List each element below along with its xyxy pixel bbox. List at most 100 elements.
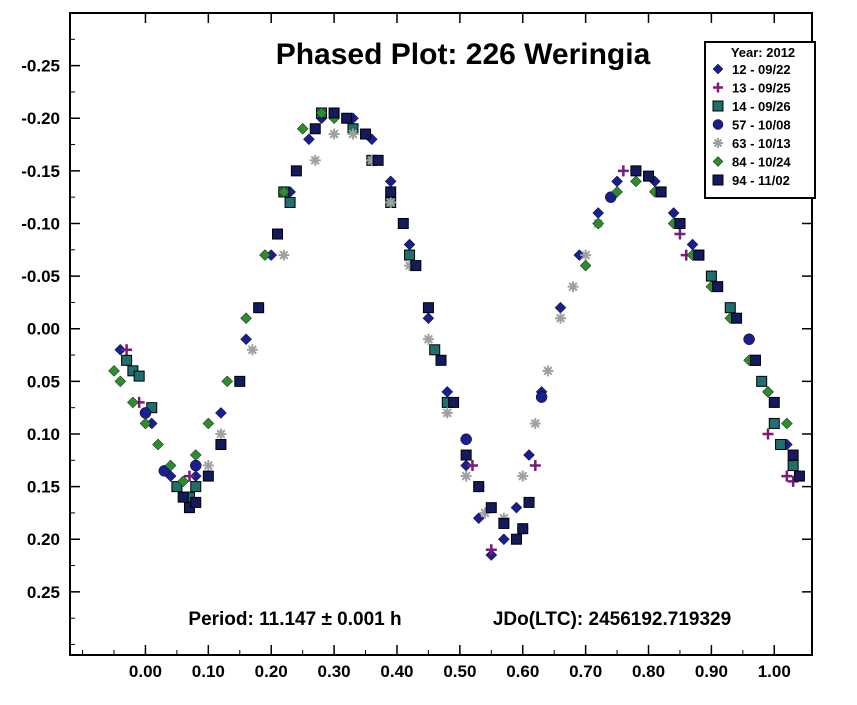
data-point <box>775 439 787 451</box>
data-point <box>674 217 686 229</box>
data-point <box>234 375 246 387</box>
data-point <box>579 259 592 272</box>
legend-marker <box>712 156 724 167</box>
data-point <box>529 460 541 472</box>
y-tick-label: 0.20 <box>27 530 60 549</box>
series-12-09-22 <box>114 107 793 561</box>
data-point <box>473 481 485 493</box>
legend: Year: 2012 12 - 09/22 13 - 09/25 14 - 09/2… <box>704 41 816 199</box>
data-point <box>787 460 799 472</box>
legend-marker <box>713 82 723 93</box>
data-point <box>617 165 629 177</box>
data-point <box>510 533 522 545</box>
x-tick-label: 0.30 <box>318 662 351 681</box>
data-point <box>189 449 202 461</box>
data-point <box>630 165 642 177</box>
data-point <box>404 260 416 272</box>
series-57-10-08 <box>139 191 755 477</box>
data-point <box>278 249 290 261</box>
data-point <box>158 465 171 477</box>
data-point <box>240 333 252 346</box>
data-point <box>347 128 359 140</box>
y-tick-label: -0.20 <box>21 109 60 128</box>
x-tick-label: 0.70 <box>569 662 602 681</box>
y-tick-label: -0.25 <box>21 57 60 76</box>
data-point <box>768 396 780 408</box>
legend-marker <box>712 119 724 130</box>
data-point <box>643 170 655 182</box>
legend-marker <box>712 100 724 112</box>
data-point <box>554 312 566 324</box>
data-point <box>611 175 623 188</box>
data-point <box>121 344 133 356</box>
data-point <box>712 281 724 293</box>
data-point <box>240 312 252 325</box>
legend-title: Year: 2012 <box>731 45 795 60</box>
plot-frame <box>69 12 813 656</box>
legend-marker <box>712 174 724 186</box>
data-point <box>517 470 529 482</box>
data-point <box>277 186 290 198</box>
data-point <box>309 123 321 135</box>
data-point <box>441 386 454 398</box>
data-point <box>460 449 472 461</box>
data-point <box>177 475 190 488</box>
data-point <box>605 191 617 203</box>
data-point <box>441 407 453 419</box>
data-point <box>183 470 195 482</box>
data-point <box>341 112 353 124</box>
data-point <box>315 107 328 119</box>
data-point <box>385 186 397 198</box>
data-point <box>693 249 705 261</box>
y-tick-label: 0.05 <box>27 372 60 391</box>
data-point <box>674 228 686 240</box>
y-tick-label: 0.25 <box>27 583 60 602</box>
data-point <box>272 228 284 240</box>
legend-label: 94 - 11/02 <box>732 173 790 188</box>
data-point <box>542 365 554 377</box>
data-point <box>385 196 397 208</box>
legend-entry: 94 - 11/02 <box>712 173 790 188</box>
data-point <box>517 523 529 535</box>
data-point <box>121 354 133 366</box>
data-point <box>768 417 780 429</box>
data-point <box>554 301 567 314</box>
data-point <box>485 502 497 514</box>
data-point <box>479 507 491 519</box>
legend-label: 57 - 10/08 <box>732 118 791 133</box>
data-point <box>177 491 189 503</box>
data-point <box>215 407 227 419</box>
y-tick-label: -0.10 <box>21 214 60 233</box>
legend-entry: 14 - 09/26 <box>712 99 791 114</box>
data-point <box>655 186 667 198</box>
data-point <box>114 375 127 388</box>
data-point <box>164 459 177 472</box>
data-point <box>743 333 755 346</box>
data-point <box>523 496 535 508</box>
data-point <box>171 481 183 493</box>
x-tick-label: 0.50 <box>443 662 476 681</box>
y-tick-label: 0.00 <box>27 320 60 339</box>
y-tick-label: -0.05 <box>21 267 60 286</box>
data-point <box>221 375 234 388</box>
data-point <box>422 302 434 314</box>
data-point <box>667 207 680 219</box>
series-94-11-02 <box>177 107 805 545</box>
data-point <box>410 260 422 272</box>
epoch-annotation: JDo(LTC): 2456192.719329 <box>493 609 731 630</box>
series-13-09-25 <box>121 165 799 556</box>
data-point <box>762 428 774 440</box>
legend-label: 63 - 10/13 <box>732 136 791 151</box>
data-point <box>529 417 541 429</box>
data-point <box>296 122 309 135</box>
data-point <box>498 517 510 529</box>
data-point <box>366 154 378 166</box>
data-point <box>787 449 799 461</box>
data-point <box>384 175 397 188</box>
x-tick-label: 1.00 <box>758 662 791 681</box>
data-point <box>202 417 215 430</box>
data-point <box>793 470 805 482</box>
legend-entry: 84 - 10/24 <box>712 155 791 170</box>
data-point <box>705 270 717 282</box>
data-point <box>749 354 761 366</box>
